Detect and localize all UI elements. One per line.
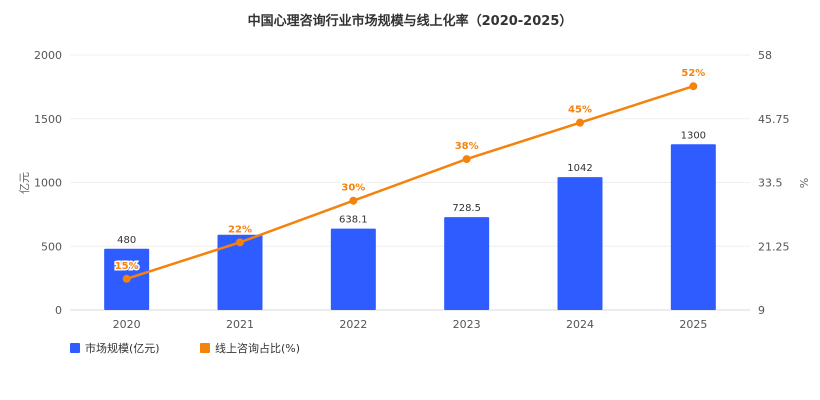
- line-series: [122, 82, 698, 283]
- x-tick-label: 2020: [113, 318, 141, 331]
- x-tick-label: 2021: [226, 318, 254, 331]
- right-tick-label: 45.75: [758, 113, 790, 126]
- left-y-axis: 0 500 1000 1500 2000: [34, 49, 62, 317]
- x-tick-label: 2023: [453, 318, 481, 331]
- right-y-axis: 9 21.25 33.5 45.75 58: [758, 49, 790, 317]
- x-axis: 2020 2021 2022 2023 2024 2025: [113, 318, 708, 331]
- bar[interactable]: [217, 234, 263, 310]
- line-point[interactable]: [576, 118, 584, 127]
- x-tick-label: 2022: [339, 318, 367, 331]
- line-point[interactable]: [349, 196, 358, 205]
- left-tick-label: 2000: [34, 49, 62, 62]
- bar-value-label: 1300: [681, 130, 706, 141]
- line-value-label: 15%: [115, 261, 139, 272]
- left-tick-label: 0: [55, 304, 62, 317]
- chart-title: 中国心理咨询行业市场规模与线上化率（2020-2025）: [248, 13, 573, 29]
- line-point[interactable]: [462, 155, 471, 164]
- right-tick-label: 9: [758, 304, 765, 317]
- line-point[interactable]: [236, 238, 244, 247]
- bar-value-label: 1042: [567, 163, 592, 174]
- bar[interactable]: [444, 217, 490, 310]
- line-value-label: 38%: [455, 141, 479, 152]
- line-value-label: 52%: [681, 68, 705, 79]
- bar-data-labels: 480 638.1 728.5 1042 1300: [117, 130, 706, 246]
- left-tick-label: 1000: [34, 177, 62, 190]
- line-data-labels: 15% 22% 30% 38% 45% 52%: [113, 67, 707, 274]
- x-tick-label: 2025: [679, 318, 707, 331]
- bar[interactable]: [670, 144, 716, 310]
- right-axis-title: %: [797, 178, 810, 188]
- grid-lines: [70, 54, 750, 311]
- left-axis-title: 亿元: [18, 172, 31, 194]
- bar-value-label: 728.5: [452, 203, 481, 214]
- line-value-label: 45%: [568, 105, 592, 116]
- bar[interactable]: [557, 177, 603, 310]
- left-tick-label: 1500: [34, 113, 62, 126]
- right-tick-label: 58: [758, 49, 772, 62]
- line-value-label: 30%: [341, 183, 365, 194]
- legend-label-line[interactable]: 线上咨询占比(%): [215, 341, 300, 355]
- right-tick-label: 33.5: [758, 177, 783, 190]
- line-path: [126, 85, 694, 280]
- left-tick-label: 500: [41, 240, 62, 253]
- bar-series: [104, 144, 716, 310]
- line-point[interactable]: [122, 274, 131, 283]
- bar[interactable]: [330, 228, 376, 310]
- legend-label-bar[interactable]: 市场规模(亿元): [85, 341, 160, 355]
- line-point[interactable]: [689, 82, 698, 91]
- legend-swatch-line[interactable]: [200, 343, 210, 353]
- bar-value-label: 638.1: [339, 215, 368, 226]
- x-tick-label: 2024: [566, 318, 594, 331]
- legend: 市场规模(亿元) 线上咨询占比(%): [70, 341, 300, 355]
- legend-swatch-bar[interactable]: [70, 343, 80, 353]
- right-tick-label: 21.25: [758, 240, 790, 253]
- bar-value-label: 480: [117, 235, 136, 246]
- line-value-label: 22%: [228, 224, 252, 235]
